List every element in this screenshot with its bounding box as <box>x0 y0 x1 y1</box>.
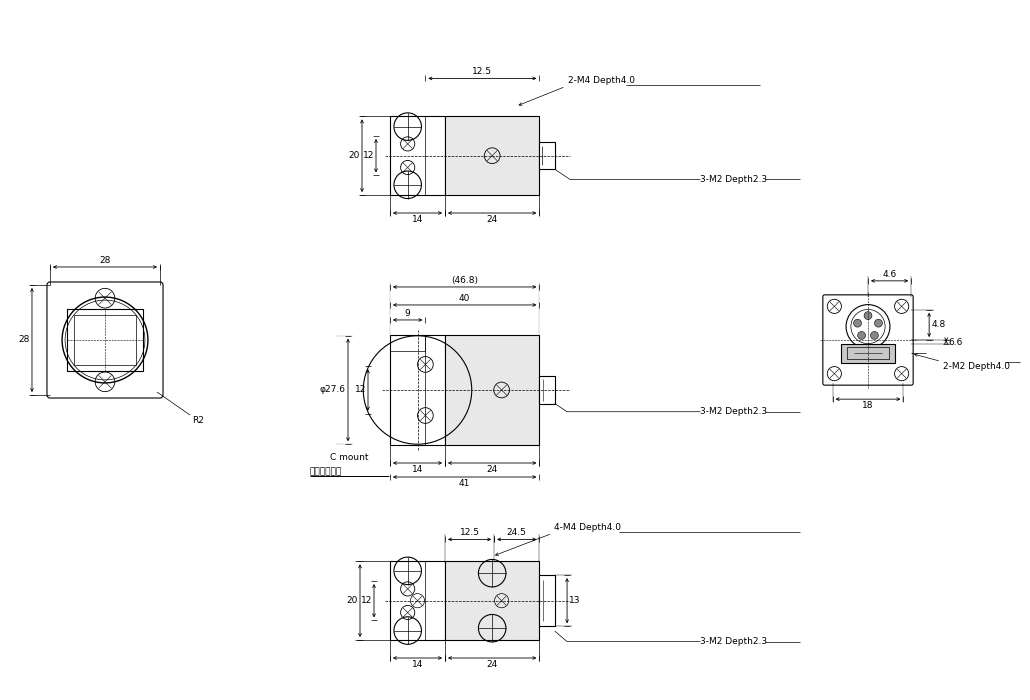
Bar <box>540 376 555 404</box>
Text: φ27.6: φ27.6 <box>320 386 346 395</box>
Text: R2: R2 <box>192 416 204 425</box>
Bar <box>847 347 889 359</box>
Text: 12: 12 <box>354 386 366 395</box>
Bar <box>390 116 445 195</box>
Text: 9: 9 <box>405 309 411 318</box>
Bar <box>540 575 555 626</box>
Text: 28: 28 <box>19 335 30 344</box>
Text: 6.6: 6.6 <box>949 337 962 346</box>
Text: 12: 12 <box>363 151 374 160</box>
Text: 3-M2 Depth2.3: 3-M2 Depth2.3 <box>700 407 767 416</box>
Text: 41: 41 <box>459 479 471 488</box>
Circle shape <box>858 332 865 340</box>
Text: 14: 14 <box>412 215 423 224</box>
Bar <box>445 335 540 445</box>
Text: 2-M4 Depth4.0: 2-M4 Depth4.0 <box>568 76 634 85</box>
Text: 14: 14 <box>412 465 423 474</box>
Bar <box>445 561 540 640</box>
Text: 4.8: 4.8 <box>931 321 946 330</box>
Circle shape <box>870 332 879 340</box>
Text: 20: 20 <box>347 596 358 606</box>
Text: 3-M2 Depth2.3: 3-M2 Depth2.3 <box>700 637 767 646</box>
Text: 28: 28 <box>99 256 110 265</box>
Text: 3-M2 Depth2.3: 3-M2 Depth2.3 <box>700 175 767 184</box>
Text: 13: 13 <box>569 596 581 606</box>
Text: 24: 24 <box>486 215 497 224</box>
Text: 18: 18 <box>862 401 873 410</box>
Circle shape <box>854 319 861 327</box>
Bar <box>67 309 143 371</box>
FancyBboxPatch shape <box>823 295 914 385</box>
Text: 24: 24 <box>486 660 497 669</box>
Bar <box>390 561 445 640</box>
Text: 12.5: 12.5 <box>459 528 480 538</box>
Text: 12: 12 <box>360 596 372 606</box>
Text: 2-M2 Depth4.0: 2-M2 Depth4.0 <box>943 363 1010 372</box>
Text: 40: 40 <box>459 294 471 303</box>
Text: (46.8): (46.8) <box>451 276 478 285</box>
Text: C mount: C mount <box>330 453 369 462</box>
Text: 14: 14 <box>412 660 423 669</box>
Bar <box>445 116 540 195</box>
Bar <box>540 142 555 169</box>
Text: 4-M4 Depth4.0: 4-M4 Depth4.0 <box>554 524 621 533</box>
Bar <box>390 335 445 445</box>
Text: 12.5: 12.5 <box>473 67 492 76</box>
Text: 対面同一形状: 対面同一形状 <box>310 467 342 476</box>
Circle shape <box>874 319 883 327</box>
Text: 24: 24 <box>486 465 497 474</box>
Bar <box>74 315 136 365</box>
FancyBboxPatch shape <box>47 282 163 398</box>
Bar <box>840 344 895 363</box>
Text: 20: 20 <box>348 151 360 160</box>
Text: 4.6: 4.6 <box>883 270 897 279</box>
Circle shape <box>864 312 872 319</box>
Text: 24.5: 24.5 <box>507 528 526 538</box>
